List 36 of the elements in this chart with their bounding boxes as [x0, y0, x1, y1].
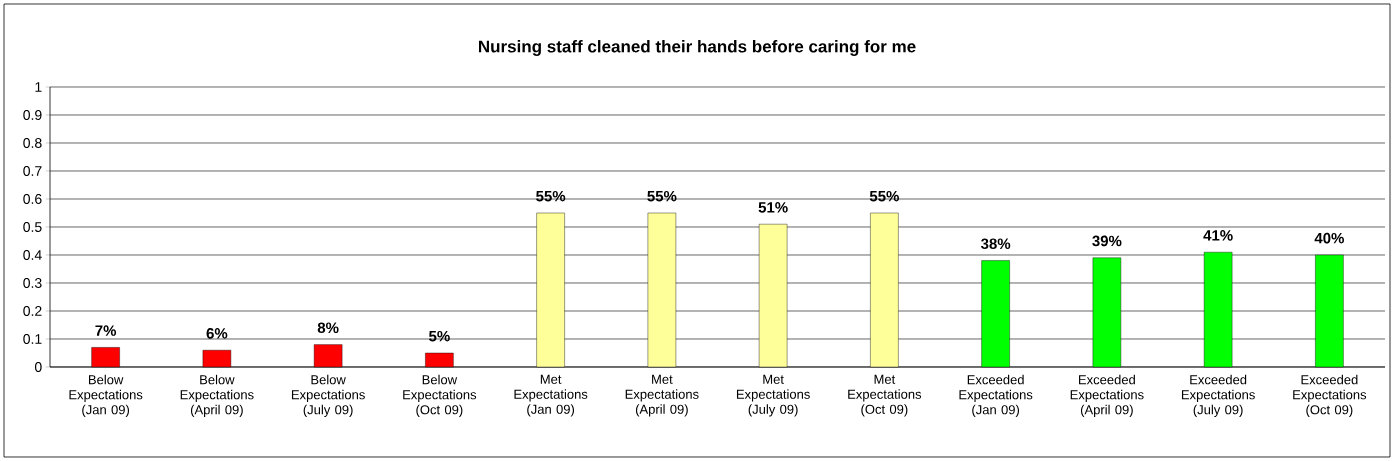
y-tick-label: 0.2	[23, 306, 42, 316]
y-tick-label: 1	[35, 82, 42, 92]
y-tick-label: 0.9	[23, 110, 42, 120]
y-tick-label: 0.3	[23, 278, 42, 288]
data-label: 8%	[317, 322, 339, 334]
data-label: 40%	[1314, 232, 1344, 244]
x-tick-label: Met Expectations (April 09)	[625, 374, 699, 417]
y-tick-label: 0	[34, 362, 42, 372]
data-label: 6%	[206, 328, 228, 339]
data-label: 39%	[1092, 235, 1122, 247]
y-tick-label: 0.1	[23, 334, 42, 344]
x-tick-label: Met Expectations (Oct 09)	[848, 374, 922, 417]
y-tick-label: 0.8	[23, 138, 42, 148]
x-tick-label: Exceeded Expectations (Jan 09)	[959, 374, 1033, 417]
data-label: 55%	[869, 190, 899, 202]
y-tick-label: 0.6	[23, 194, 42, 204]
data-label: 55%	[536, 190, 566, 202]
x-tick-label: Below Expectations (July 09)	[291, 374, 365, 417]
data-label: 5%	[428, 330, 450, 342]
y-tick-label: 0.7	[23, 166, 42, 176]
y-tick-label: 0.5	[23, 222, 42, 232]
y-tick-label: 0.4	[23, 250, 42, 260]
x-tick-label: Met Expectations (Jan 09)	[514, 374, 588, 417]
x-tick-label: Exceeded Expectations (July 09)	[1181, 374, 1255, 417]
data-label: 51%	[758, 202, 788, 213]
x-tick-label: Exceeded Expectations (April 09)	[1070, 374, 1144, 417]
data-label: 55%	[647, 190, 677, 202]
x-tick-label: Below Expectations (April 09)	[180, 374, 254, 417]
data-label: 38%	[980, 238, 1011, 250]
x-tick-label: Met Expectations (July 09)	[736, 374, 810, 417]
chart-title: Nursing staff cleaned their hands before caring for me	[479, 40, 916, 56]
x-tick-label: Exceeded Expectations (Oct 09)	[1293, 374, 1367, 417]
data-label: 41%	[1203, 230, 1233, 241]
data-label: 7%	[95, 325, 117, 336]
x-tick-label: Below Expectations (Jan 09)	[69, 374, 143, 417]
x-tick-label: Below Expectations (Oct 09)	[403, 374, 477, 417]
